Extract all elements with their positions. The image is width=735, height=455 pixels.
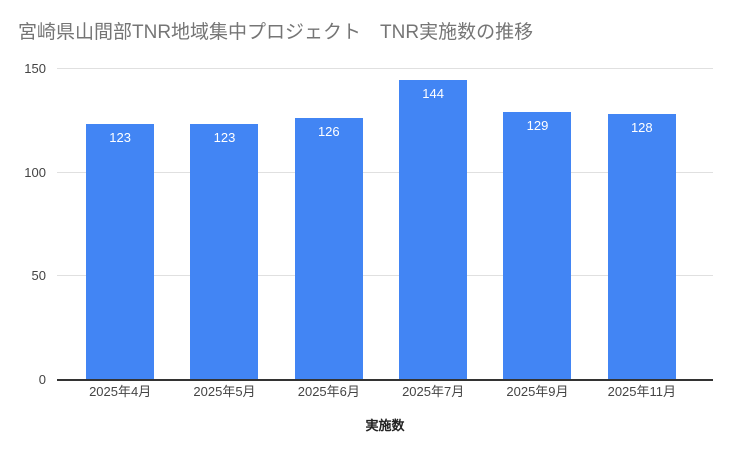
- bar-2025年5月[interactable]: 123: [190, 124, 259, 379]
- x-axis: 2025年4月 2025年5月 2025年6月 2025年7月 2025年9月 2025年…: [68, 384, 694, 400]
- bar-2025年11月[interactable]: 128: [607, 114, 676, 379]
- x-tick-label: 2025年11月: [607, 384, 677, 399]
- y-tick-label: 100: [24, 165, 46, 180]
- bar-2025年7月[interactable]: 144: [399, 80, 468, 379]
- bar-slot: 123: [172, 68, 276, 379]
- bar-value-label: 123: [213, 130, 236, 145]
- y-tick-label: 150: [24, 61, 46, 76]
- gridline-50: [57, 275, 713, 276]
- bar-value-label: 128: [630, 120, 653, 135]
- x-tick-label: 2025年9月: [506, 384, 569, 399]
- bar-slot: 129: [485, 68, 589, 379]
- x-tick-label: 2025年7月: [402, 384, 465, 399]
- bar-value-label: 126: [317, 124, 340, 139]
- bar-slot: 144: [381, 68, 485, 379]
- bar-value-label: 129: [526, 118, 549, 133]
- x-tick-label: 2025年5月: [193, 384, 256, 399]
- gridline-150: [57, 68, 713, 69]
- x-tick-label: 2025年6月: [297, 384, 360, 399]
- plot-area: [57, 68, 713, 381]
- bar-slot: 128: [590, 68, 694, 379]
- bar-value-label: 144: [422, 86, 444, 101]
- y-tick-label: 50: [31, 268, 46, 283]
- bars-layer: 123 123 126 144 129 128: [68, 68, 694, 379]
- y-tick-label: 0: [38, 372, 46, 387]
- bar-value-label: 123: [109, 130, 131, 145]
- bar-slot: 123: [68, 68, 172, 379]
- chart-title: 宮崎県山間部TNR地域集中プロジェクト TNR実施数の推移: [18, 22, 534, 43]
- bar-2025年9月[interactable]: 129: [503, 112, 572, 379]
- bar-2025年6月[interactable]: 126: [294, 118, 363, 379]
- x-axis-title: 実施数: [365, 418, 405, 433]
- bar-slot: 126: [277, 68, 381, 379]
- gridline-100: [57, 172, 713, 173]
- x-tick-label: 2025年4月: [89, 384, 152, 399]
- bar-2025年4月[interactable]: 123: [86, 124, 155, 379]
